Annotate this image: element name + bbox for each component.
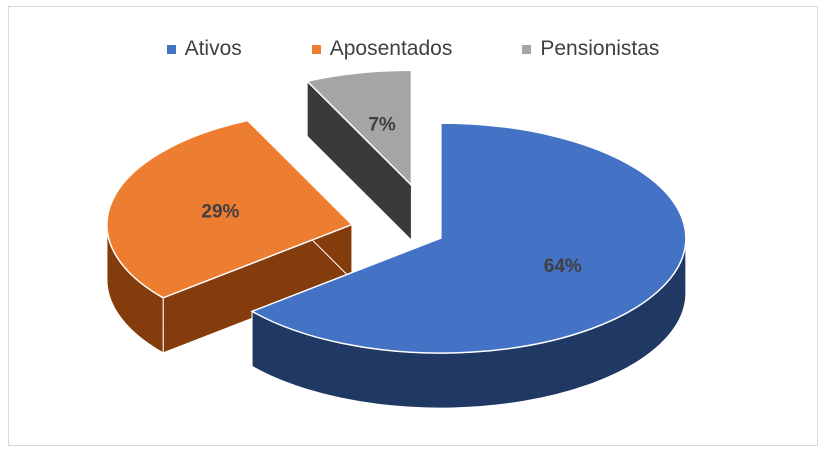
- slice-top: [250, 122, 687, 354]
- data-label: 29%: [201, 202, 239, 223]
- legend-label-ativos: Ativos: [184, 37, 242, 60]
- legend-swatch-pensionistas: [522, 44, 532, 54]
- legend-item-ativos: Ativos: [166, 37, 242, 61]
- legend-item-aposentados: Aposentados: [311, 37, 453, 61]
- data-label: 64%: [544, 256, 582, 277]
- data-label: 7%: [368, 115, 396, 136]
- slice-top: [106, 119, 354, 299]
- legend-label-pensionistas: Pensionistas: [540, 37, 660, 60]
- legend-item-pensionistas: Pensionistas: [522, 37, 659, 61]
- pie-slice-aposentados: 29%: [106, 119, 354, 354]
- chart-legend: Ativos Aposentados Pensionistas: [9, 37, 817, 61]
- legend-swatch-ativos: [166, 44, 176, 54]
- legend-swatch-aposentados: [311, 44, 321, 54]
- pie-slice-pensionistas: 7%: [305, 69, 413, 242]
- slice-top: [305, 69, 413, 188]
- legend-label-aposentados: Aposentados: [329, 37, 453, 60]
- pie-slice-ativos: 64%: [250, 122, 687, 409]
